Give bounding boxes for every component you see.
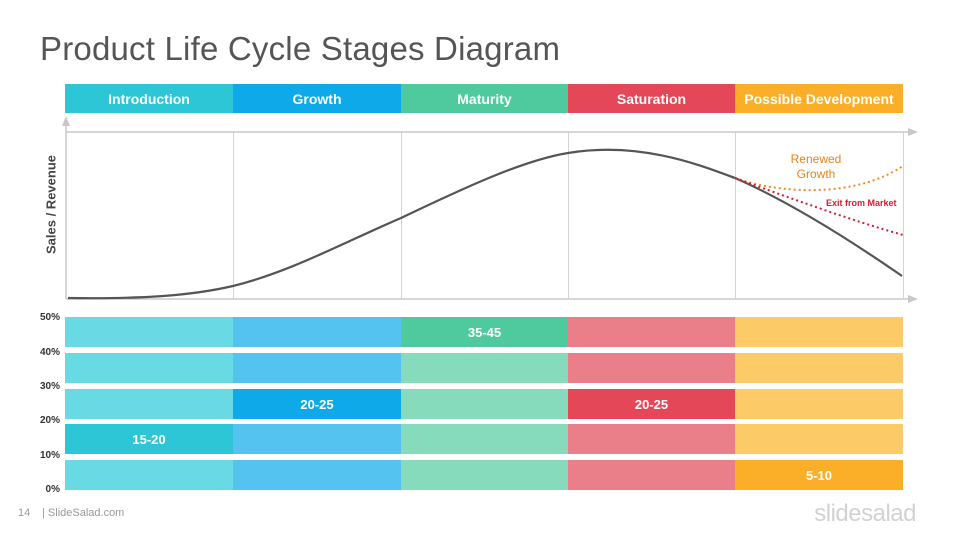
grid-cell — [233, 353, 401, 383]
grid-cell — [568, 460, 735, 490]
grid-cell — [65, 317, 233, 347]
exit-from-market-annotation: Exit from Market — [826, 198, 897, 208]
renewed-growth-annotation: Renewed Growth — [790, 152, 842, 181]
exit-market-curve — [734, 177, 904, 236]
grid-cell — [568, 353, 735, 383]
grid-cell — [233, 424, 401, 454]
percent-tick: 0% — [45, 484, 60, 495]
grid-cell — [65, 353, 233, 383]
top-axis-arrow — [908, 128, 918, 136]
grid-cell — [735, 424, 903, 454]
stage-header-introduction: Introduction — [65, 84, 233, 113]
stage-label: Maturity — [457, 90, 512, 107]
slide-title: Product Life Cycle Stages Diagram — [40, 30, 561, 67]
grid-cell — [65, 460, 233, 490]
percent-tick: 10% — [39, 450, 60, 461]
highlight-cell-saturation: 20-25 — [568, 389, 735, 419]
highlight-cell-growth: 20-25 — [233, 389, 401, 419]
grid-cell — [735, 389, 903, 419]
x-axis-arrow — [908, 295, 918, 303]
percent-tick: 30% — [39, 381, 60, 392]
percent-tick: 40% — [39, 347, 60, 358]
grid-cell — [233, 317, 401, 347]
grid-cell — [401, 353, 568, 383]
stage-header-maturity: Maturity — [401, 84, 568, 113]
stage-header-saturation: Saturation — [568, 84, 735, 113]
grid-cell — [401, 460, 568, 490]
brand-logo: slidesalad — [814, 500, 916, 527]
y-axis-label: Sales / Revenue — [43, 155, 59, 254]
page-number: 14 — [18, 507, 31, 519]
sales-curve — [67, 148, 903, 300]
stage-dividers — [233, 132, 904, 299]
percent-tick: 50% — [39, 312, 60, 323]
stage-label: Growth — [292, 90, 342, 107]
stage-label: Possible Development — [744, 90, 894, 107]
stage-header-growth: Growth — [233, 84, 401, 113]
grid-cell — [233, 460, 401, 490]
grid-cell — [568, 424, 735, 454]
grid-cell — [65, 389, 233, 419]
stage-label: Saturation — [616, 90, 687, 107]
highlight-label: 15-20 — [132, 431, 166, 447]
highlight-label: 35-45 — [467, 324, 502, 340]
percent-tick: 20% — [39, 415, 60, 426]
highlight-label: 5-10 — [805, 467, 833, 483]
highlight-label: 20-25 — [634, 396, 669, 412]
grid-cell — [735, 317, 903, 347]
y-axis-arrow — [62, 116, 70, 126]
highlight-label: 20-25 — [300, 396, 334, 412]
stage-header-possible-development: Possible Development — [735, 84, 903, 113]
stage-label: Introduction — [108, 90, 190, 107]
highlight-cell-maturity: 35-45 — [401, 317, 568, 347]
footer-site-link[interactable]: | SlideSalad.com — [42, 507, 125, 519]
highlight-cell-possible-development: 5-10 — [735, 460, 903, 490]
grid-cell — [401, 424, 568, 454]
grid-cell — [401, 389, 568, 419]
grid-cell — [735, 353, 903, 383]
highlight-cell-introduction: 15-20 — [65, 424, 233, 454]
grid-cell — [568, 317, 735, 347]
